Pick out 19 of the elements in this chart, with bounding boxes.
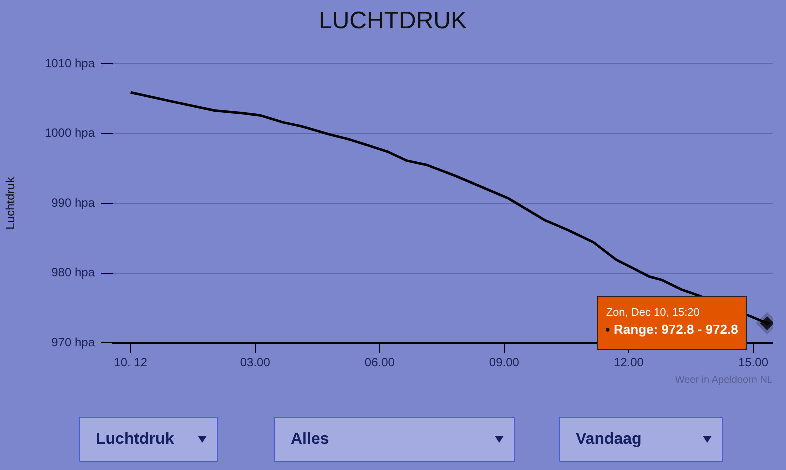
chart-title: LUCHTDRUK	[318, 8, 468, 35]
y-tick-label: 980 hpa	[52, 266, 96, 280]
x-tick-label: 06.00	[364, 356, 396, 370]
text: Vandaag	[576, 430, 642, 448]
text: Weer in Apeldoorn NL	[675, 374, 774, 386]
annotation: Range: 972.8 - 972.8	[614, 321, 738, 340]
annotation: Zon, Dec 10, 15:20	[606, 306, 701, 322]
x-tick-label: 03.00	[240, 356, 271, 370]
y-tick-label: 1010 hpa	[44, 56, 96, 70]
x-tick-label: 15.00	[738, 356, 769, 370]
x-tick-label: 12.00	[614, 356, 644, 370]
y-tick-label: 970 hpa	[52, 335, 96, 350]
text: Alles	[291, 430, 330, 448]
x-tick-label: 09.00	[489, 356, 520, 370]
y-axis-title: Luchtdruk	[4, 176, 18, 230]
x-tick-label: 10. 12	[114, 356, 148, 370]
text: Luchtdruk	[96, 430, 174, 448]
y-tick-label: 1000 hpa	[44, 126, 96, 140]
y-tick-label: 990 hpa	[52, 196, 96, 210]
